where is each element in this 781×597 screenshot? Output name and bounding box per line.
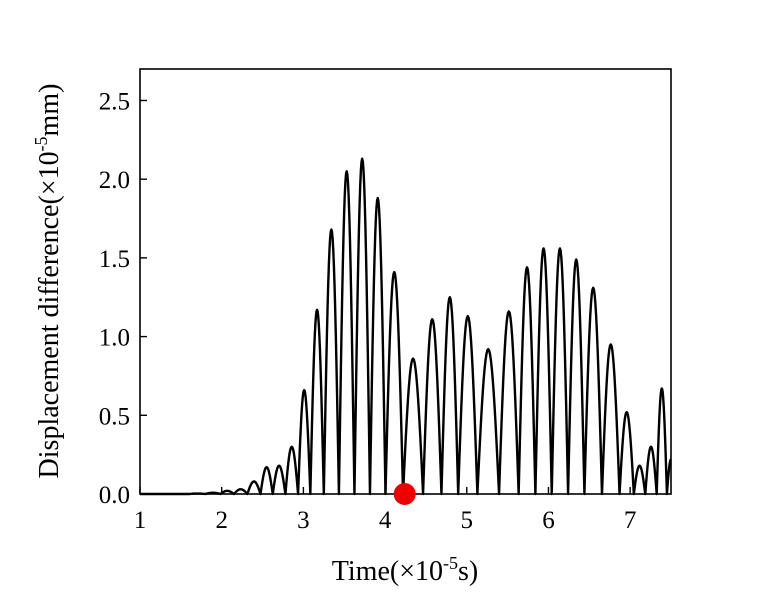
- red-marker-point: [393, 483, 416, 505]
- x-axis-ticks: 1 2 3 4 5 6 7: [134, 487, 637, 534]
- x-tick-label: 2: [215, 507, 228, 534]
- y-tick-label: 2.5: [99, 88, 130, 115]
- x-axis-title-prefix: Time(×10: [332, 556, 443, 587]
- y-tick-label: 0.5: [99, 403, 130, 430]
- y-tick-label: 1.5: [99, 246, 130, 273]
- x-tick-label: 6: [542, 507, 555, 534]
- x-axis-title-suffix: s): [458, 556, 478, 587]
- y-axis-title: Displacement difference(×10-5mm): [31, 84, 65, 479]
- x-axis-title: Time(×10-5s): [332, 553, 478, 587]
- y-tick-label: 2.0: [99, 167, 130, 194]
- y-axis-title-suffix: mm): [34, 84, 65, 137]
- y-tick-label: 1.0: [99, 325, 130, 352]
- y-axis-title-prefix: Displacement difference(×10: [34, 151, 65, 478]
- series-line: [140, 157, 672, 496]
- y-axis-title-exponent: -5: [31, 136, 51, 151]
- y-axis-ticks: 0.0 0.5 1.0 1.5 2.0 2.5: [99, 88, 147, 509]
- x-tick-label: 1: [134, 507, 147, 534]
- x-tick-label: 5: [461, 507, 474, 534]
- x-tick-label: 4: [379, 507, 392, 534]
- x-tick-label: 3: [297, 507, 310, 534]
- x-axis-title-exponent: -5: [443, 553, 458, 573]
- x-tick-label: 7: [624, 507, 637, 534]
- y-tick-label: 0.0: [99, 482, 130, 509]
